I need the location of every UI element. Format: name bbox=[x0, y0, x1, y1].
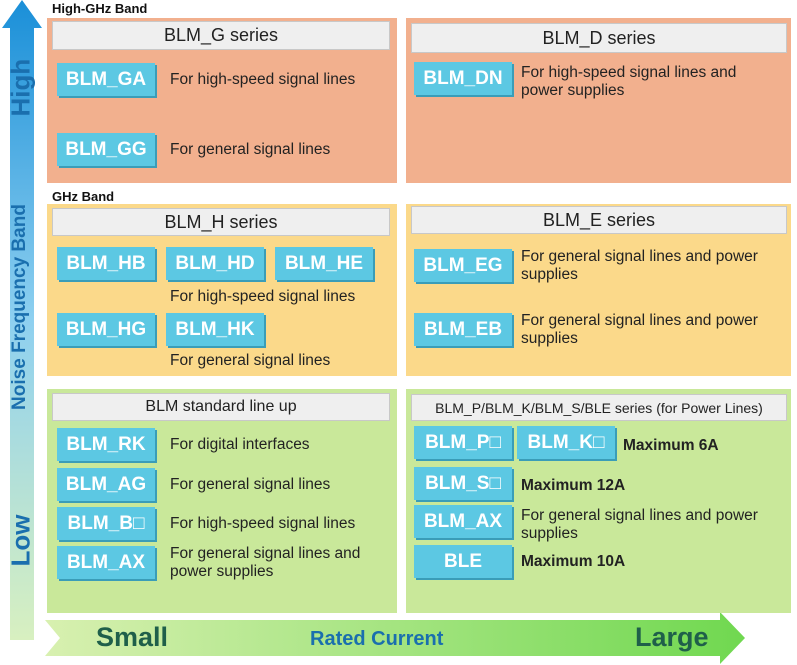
part-button: BLM_RK bbox=[57, 428, 155, 461]
axis-bottom: Low bbox=[5, 514, 36, 567]
axis-right: Large bbox=[635, 622, 709, 652]
vertical-arrow bbox=[2, 0, 42, 640]
horizontal-arrow bbox=[45, 612, 745, 664]
description: For high-speed signal lines bbox=[170, 515, 356, 532]
part-button: BLM_EB bbox=[414, 313, 512, 346]
description: For high-speed signal lines bbox=[170, 71, 356, 88]
description: For general signal lines bbox=[170, 476, 331, 493]
panel bbox=[406, 389, 791, 613]
part-button: BLM_AG bbox=[57, 468, 155, 501]
axis-title: Rated Current bbox=[310, 628, 444, 650]
part-button: BLM_HD bbox=[166, 247, 264, 280]
part-button: BLM_HG bbox=[57, 313, 155, 346]
title-note: (for Power Lines) bbox=[656, 399, 763, 416]
axis-top: High bbox=[5, 58, 36, 117]
part-button: BLE bbox=[414, 545, 512, 578]
description: For high-speed signal lines bbox=[170, 288, 356, 305]
axis-left: Small bbox=[96, 622, 169, 652]
panel-title: BLM standard line up bbox=[52, 393, 390, 421]
description: For general signal lines and power suppl… bbox=[521, 312, 758, 347]
part-button: BLM_HB bbox=[57, 247, 155, 280]
description: For general signal lines bbox=[170, 141, 331, 158]
title: BLM_P/BLM_K/BLM_S/BLE series bbox=[435, 399, 653, 416]
band-label: High-GHz Band bbox=[52, 1, 148, 16]
description: Maximum 12A bbox=[521, 477, 626, 494]
band-label: GHz Band bbox=[52, 189, 115, 204]
part-button: BLM_HE bbox=[275, 247, 373, 280]
part-button: BLM_S□ bbox=[414, 467, 512, 500]
description: For general signal lines and power suppl… bbox=[521, 507, 758, 542]
description: For general signal lines and power suppl… bbox=[521, 248, 758, 283]
part-button: BLM_DN bbox=[414, 62, 512, 95]
part-button: BLM_GA bbox=[57, 63, 155, 96]
description: For digital interfaces bbox=[170, 436, 310, 453]
description: Maximum 10A bbox=[521, 553, 626, 570]
panel-title: BLM_G series bbox=[52, 21, 390, 50]
description: For high-speed signal lines and power su… bbox=[521, 64, 737, 99]
part-button: BLM_AX bbox=[414, 505, 512, 538]
part-button: BLM_B□ bbox=[57, 507, 155, 540]
part-button: BLM_HK bbox=[166, 313, 264, 346]
description: Maximum 6A bbox=[623, 437, 719, 454]
part-button: BLM_P□ bbox=[414, 426, 512, 459]
description: For general signal lines and power suppl… bbox=[170, 545, 361, 580]
part-button: BLM_K□ bbox=[517, 426, 615, 459]
description: For general signal lines bbox=[170, 352, 331, 369]
part-button: BLM_EG bbox=[414, 249, 512, 282]
part-button: BLM_GG bbox=[57, 133, 155, 166]
part-button: BLM_AX bbox=[57, 546, 155, 579]
axis-title: Noise Frequency Band bbox=[9, 204, 30, 410]
panel-title: BLM_P/BLM_K/BLM_S/BLE series (for Power … bbox=[411, 394, 787, 421]
panel-title: BLM_E series bbox=[411, 206, 787, 234]
panel-title: BLM_D series bbox=[411, 23, 787, 53]
panel-title: BLM_H series bbox=[52, 208, 390, 236]
